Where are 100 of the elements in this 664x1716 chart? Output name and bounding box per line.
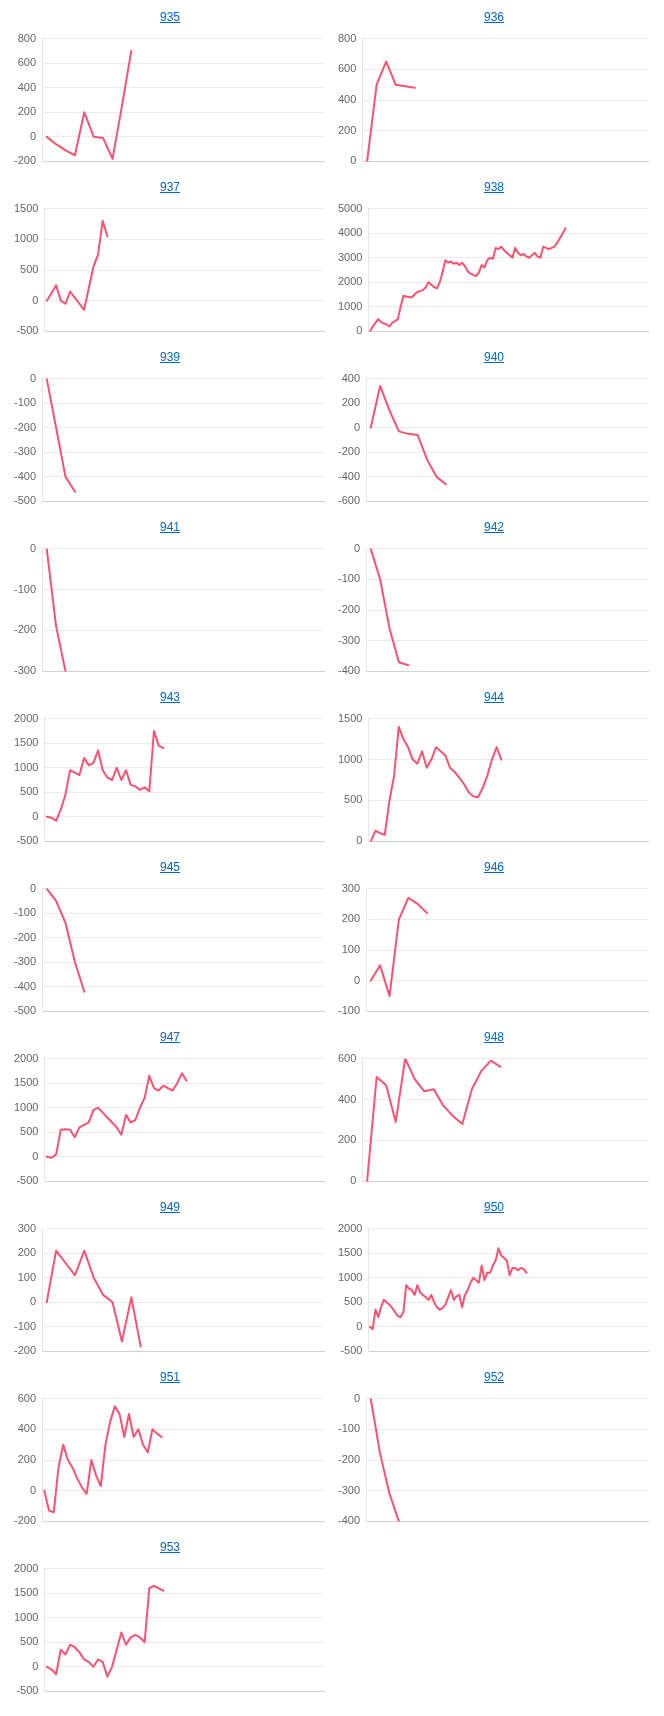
y-tick-label: -200 [337,603,361,616]
chart-title: 949 [159,1200,181,1214]
y-tick-label: -200 [13,420,37,433]
y-tick-label: 200 [17,1453,37,1466]
y-tick-label: 0 [29,1483,37,1496]
y-tick-label: 0 [29,371,37,384]
y-tick-label: 500 [344,793,363,806]
y-tick-label: 0 [353,420,361,433]
chart-title: 941 [159,520,181,534]
y-tick-label: -500 [16,1684,39,1697]
y-tick-label: 400 [341,371,361,384]
y-tick-label: 100 [17,1270,37,1283]
chart-title: 936 [483,10,505,24]
y-tick-label: 400 [17,1422,37,1435]
y-tick-label: 1000 [13,1610,39,1623]
y-tick-label: 100 [341,943,361,956]
y-tick-label: 0 [356,1319,363,1332]
y-tick-label: 0 [32,809,39,822]
y-tick-label: 0 [353,541,361,554]
y-tick-label: 0 [350,154,357,167]
y-tick-label: 200 [341,912,361,925]
y-tick-label: -100 [337,1004,361,1017]
y-tick-label: 1500 [13,201,39,214]
y-tick-label: -500 [13,494,37,507]
y-tick-label: -300 [13,664,37,677]
y-tick-label: -200 [337,445,361,458]
y-tick-label: 500 [20,1635,39,1648]
y-tick-label: 0 [356,834,363,847]
y-tick-label: -200 [13,154,37,167]
y-tick-label: 800 [337,31,357,44]
y-tick-label: -200 [13,1514,37,1527]
y-tick-label: 400 [337,1092,357,1105]
chart-title: 935 [159,10,181,24]
y-tick-label: -300 [13,955,37,968]
y-tick-label: 1000 [337,752,363,765]
y-tick-label: 1500 [13,736,39,749]
y-tick-label: 0 [29,1295,37,1308]
y-tick-label: 2000 [13,1561,39,1574]
chart-title: 946 [483,860,505,874]
y-tick-label: 0 [356,324,363,337]
y-tick-label: -500 [16,324,39,337]
y-tick-label: 800 [17,31,37,44]
y-tick-label: 400 [337,93,357,106]
y-tick-label: -100 [13,396,37,409]
y-tick-label: -500 [13,1004,37,1017]
y-tick-label: -100 [13,906,37,919]
y-tick-label: 1000 [13,760,39,773]
y-tick-label: 200 [341,396,361,409]
y-tick-label: 2000 [337,275,363,288]
y-tick-label: 600 [337,1051,357,1064]
y-tick-label: -100 [337,572,361,585]
chart-title: 939 [159,350,181,364]
y-tick-label: -400 [13,469,37,482]
chart-title: 950 [483,1200,505,1214]
y-tick-label: 0 [353,1391,361,1404]
y-tick-label: 200 [337,123,357,136]
y-tick-label: 500 [20,785,39,798]
y-tick-label: -200 [13,1344,37,1357]
y-tick-label: -300 [13,445,37,458]
y-tick-label: -500 [340,1344,363,1357]
y-tick-label: -500 [16,834,39,847]
y-tick-label: 0 [32,293,39,306]
y-tick-label: 0 [32,1149,39,1162]
chart-title: 943 [159,690,181,704]
y-tick-label: -500 [16,1174,39,1187]
y-tick-label: -200 [13,623,37,636]
y-tick-label: 0 [353,973,361,986]
y-tick-label: -600 [337,494,361,507]
y-tick-label: 600 [17,56,37,69]
y-tick-label: -100 [13,1319,37,1332]
chart-title: 938 [483,180,505,194]
y-tick-label: -300 [337,633,361,646]
y-tick-label: 0 [32,1659,39,1672]
y-tick-label: 500 [20,263,39,276]
chart-title: 953 [159,1540,181,1554]
y-tick-label: -100 [337,1422,361,1435]
y-tick-label: -400 [337,664,361,677]
chart-title: 942 [483,520,505,534]
y-tick-label: -400 [13,979,37,992]
chart-title: 945 [159,860,181,874]
y-tick-label: 4000 [337,226,363,239]
y-tick-label: 1000 [337,1270,363,1283]
y-tick-label: 200 [337,1133,357,1146]
y-tick-label: 600 [337,62,357,75]
y-tick-label: 2000 [13,711,39,724]
y-tick-label: 200 [17,1246,37,1259]
y-tick-label: 500 [20,1125,39,1138]
y-tick-label: 1000 [337,299,363,312]
y-tick-label: 5000 [337,201,363,214]
y-tick-label: 200 [17,105,37,118]
y-tick-label: 300 [17,1221,37,1234]
y-tick-label: 1000 [13,1100,39,1113]
chart-title: 944 [483,690,505,704]
y-tick-label: 0 [29,129,37,142]
y-tick-label: -200 [13,930,37,943]
chart-title: 948 [483,1030,505,1044]
y-tick-label: 1500 [337,711,363,724]
y-tick-label: 1500 [337,1246,363,1259]
y-tick-label: 3000 [337,250,363,263]
y-tick-label: 0 [29,541,37,554]
